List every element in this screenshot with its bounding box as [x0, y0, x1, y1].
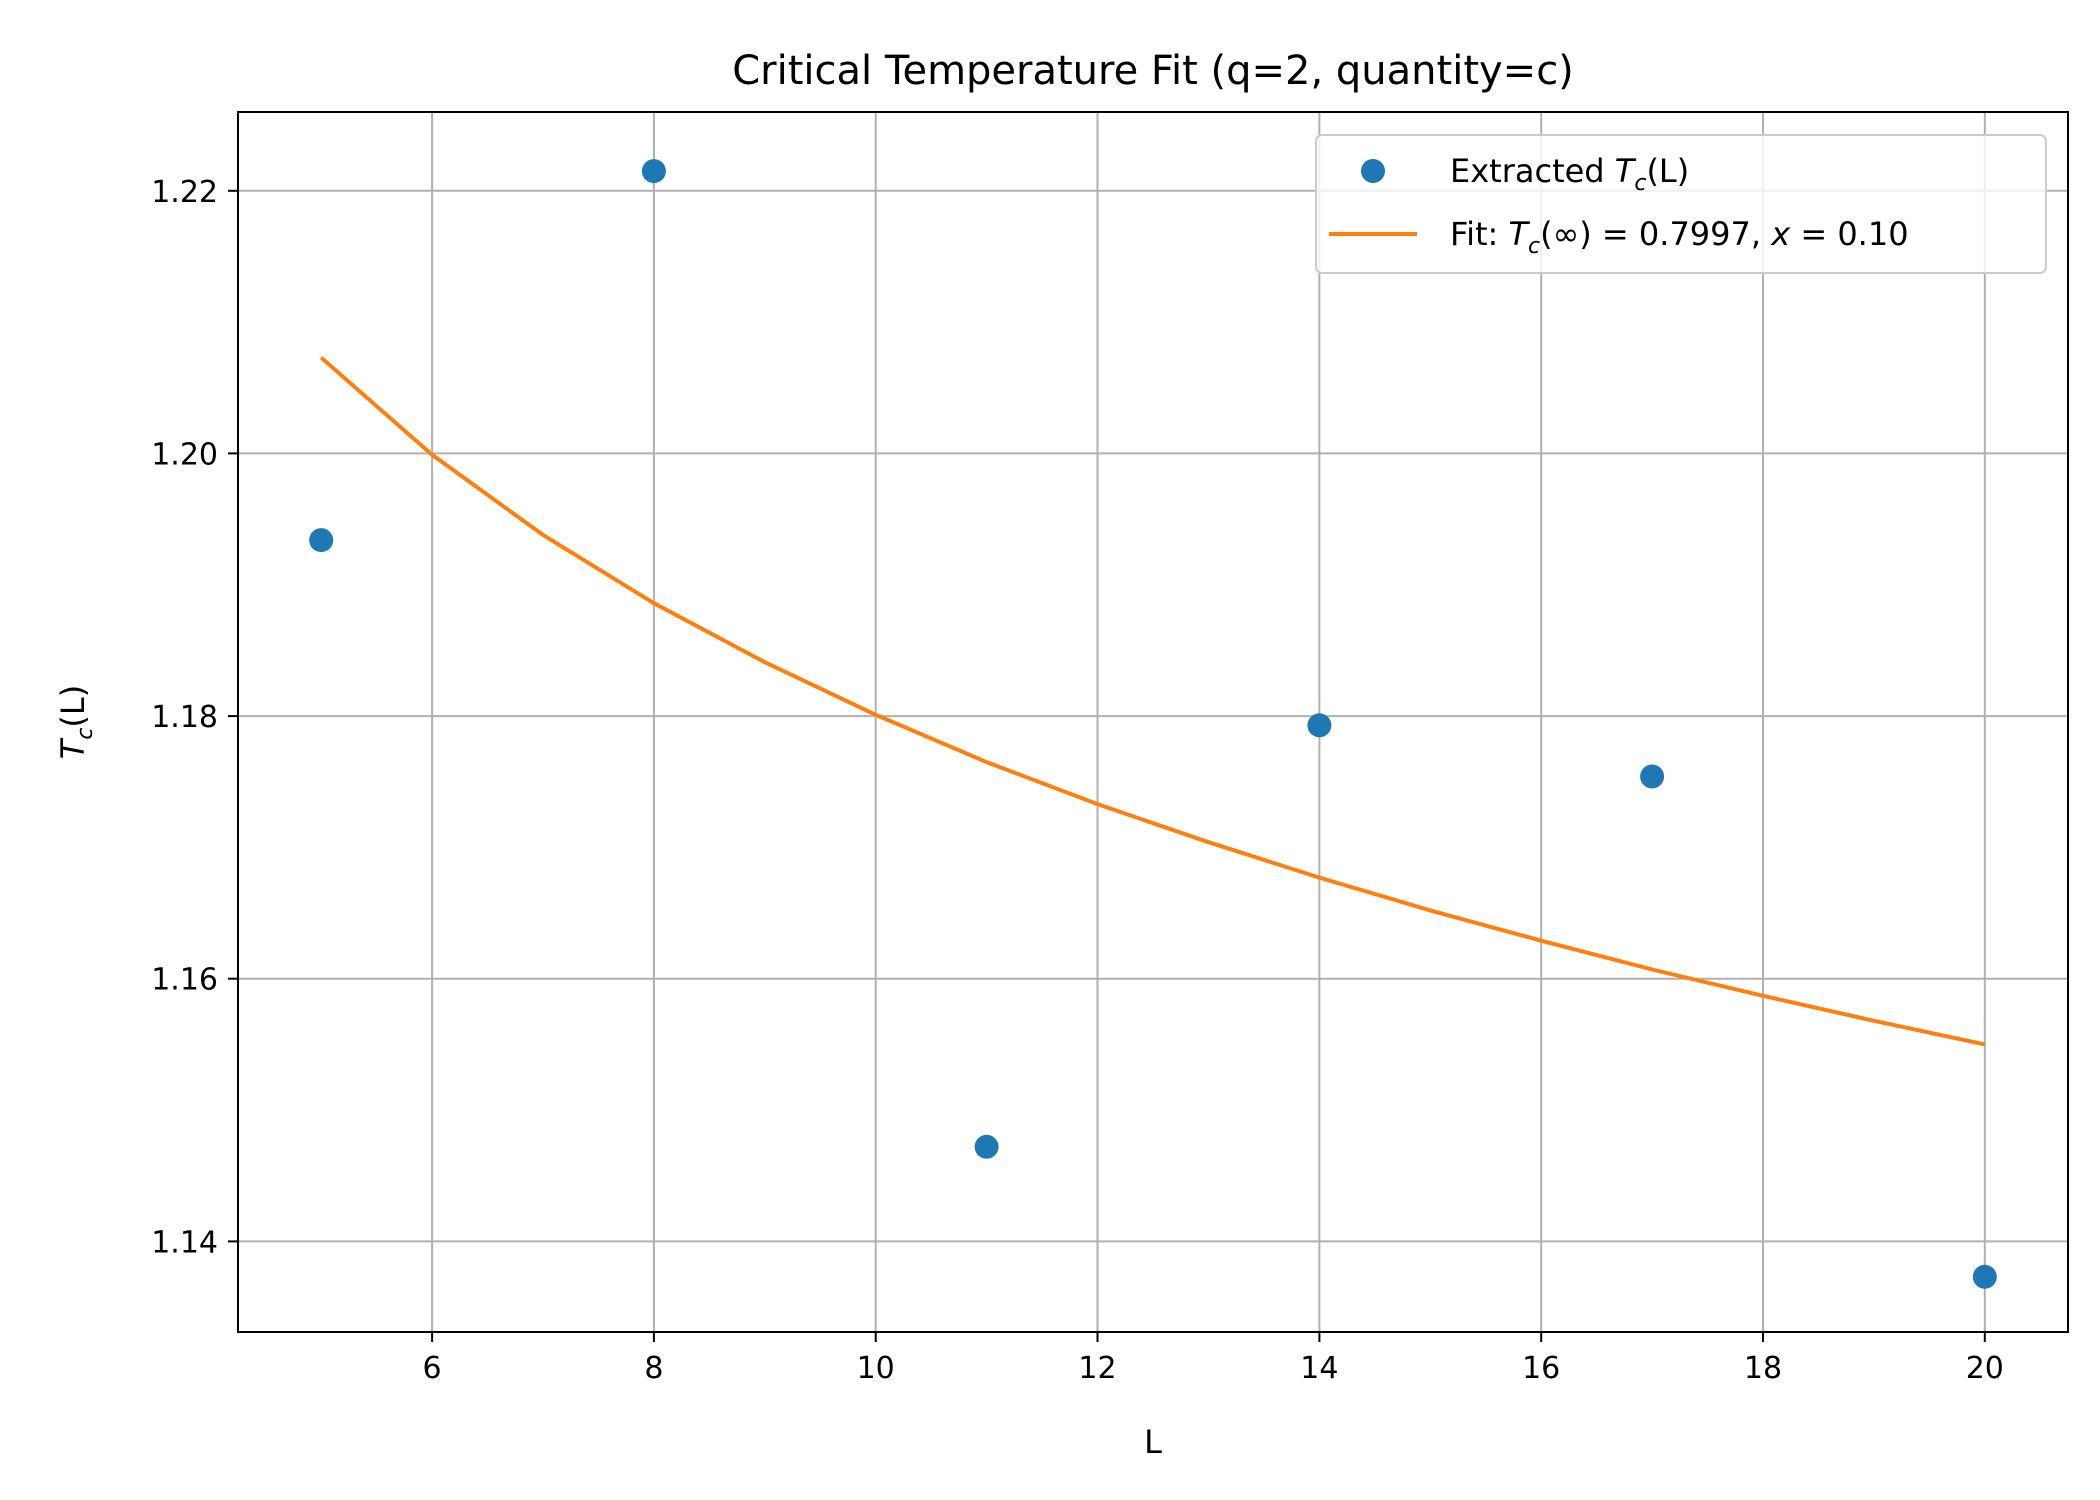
- legend-entry-scatter-sub: c: [1634, 171, 1646, 196]
- data-point: [1972, 1264, 1997, 1289]
- x-tick-label: 6: [423, 1351, 442, 1386]
- data-point: [1640, 764, 1665, 789]
- x-tick-label: 14: [1300, 1351, 1338, 1386]
- grid: [238, 112, 2068, 1332]
- fit-line: [319, 356, 1986, 1047]
- legend-entry-fit-pre: Fit:: [1450, 215, 1508, 253]
- legend-entry-fit-post: = 0.10: [1790, 215, 1908, 253]
- legend-entry-fit: Fit: Tc(∞) = 0.7997, x = 0.10: [1450, 215, 1909, 259]
- data-point: [641, 159, 666, 184]
- ticks: 6 8 10 12 14 16 18 20 1.14 1.16 1.18 1.20 1.22: [151, 175, 2004, 1386]
- x-axis-label: L: [1144, 1423, 1162, 1461]
- x-tick-label: 12: [1078, 1351, 1116, 1386]
- x-tick-label: 18: [1744, 1351, 1782, 1386]
- y-tick-label: 1.18: [151, 700, 218, 735]
- data-point: [974, 1134, 999, 1159]
- legend-entry-scatter-pre: Extracted: [1450, 152, 1615, 190]
- legend-entry-scatter-base: T: [1615, 152, 1637, 190]
- chart-title: Critical Temperature Fit (q=2, quantity=…: [732, 48, 1574, 94]
- y-axis-label: Tc(L): [54, 685, 98, 759]
- y-tick-label: 1.20: [151, 437, 218, 472]
- plot-frame: [237, 111, 2069, 1333]
- legend-entry-fit-sub: c: [1528, 234, 1540, 259]
- x-tick-label: 20: [1966, 1351, 2004, 1386]
- x-tick-label: 16: [1522, 1351, 1560, 1386]
- y-tick-label: 1.16: [151, 963, 218, 998]
- series-layer: [309, 159, 1997, 1289]
- y-tick-label: 1.14: [151, 1225, 218, 1260]
- legend-box: [1315, 134, 2047, 274]
- y-axis-label-base: T: [54, 737, 92, 759]
- legend-marker-scatter: [1361, 159, 1385, 183]
- legend-entry-fit-base: T: [1508, 215, 1530, 253]
- y-axis-label-tail: (L): [54, 685, 92, 728]
- x-tick-label: 8: [644, 1351, 663, 1386]
- legend-entry-scatter-tail: (L): [1646, 152, 1689, 190]
- legend-entry-fit-mid: (∞) = 0.7997,: [1540, 215, 1771, 253]
- data-point: [1307, 713, 1332, 738]
- y-axis-label-sub: c: [73, 728, 98, 740]
- legend: Extracted Tc(L) Fit: Tc(∞) = 0.7997, x =…: [1315, 134, 2047, 274]
- y-tick-label: 1.22: [151, 175, 218, 210]
- x-tick-label: 10: [857, 1351, 895, 1386]
- data-point: [309, 528, 334, 553]
- legend-entry-scatter: Extracted Tc(L): [1450, 152, 1689, 196]
- legend-entry-fit-var: x: [1770, 215, 1791, 253]
